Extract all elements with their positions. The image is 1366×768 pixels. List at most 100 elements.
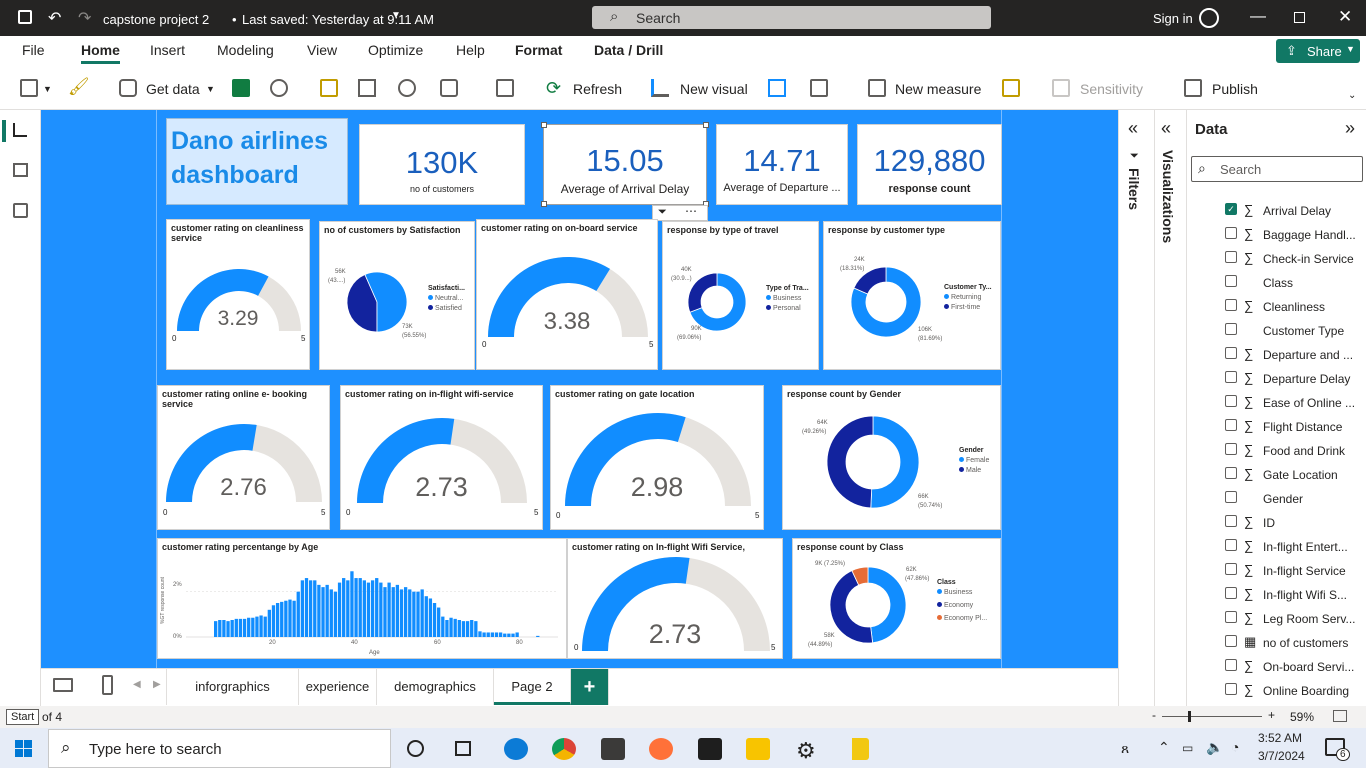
save-icon[interactable] — [18, 10, 32, 24]
edge-icon[interactable] — [504, 738, 528, 760]
field-row[interactable]: ∑ Cleanliness — [1187, 296, 1366, 318]
new-visual-icon[interactable] — [651, 79, 669, 97]
field-checkbox[interactable] — [1225, 323, 1237, 335]
field-row[interactable]: ✓ ∑ Arrival Delay — [1187, 200, 1366, 222]
tab-page-2[interactable]: Page 2 — [494, 669, 571, 705]
format-painter-icon[interactable]: 🖌 — [68, 77, 90, 96]
taskbar-search[interactable]: ⌕ Type here to search — [48, 729, 391, 768]
data-search-box[interactable]: ⌕ Search — [1191, 156, 1363, 182]
field-row[interactable]: ∑ Baggage Handl... — [1187, 224, 1366, 246]
add-page-button[interactable]: + — [571, 669, 609, 705]
legend-item[interactable]: First-time — [944, 304, 980, 311]
field-row[interactable]: Customer Type — [1187, 320, 1366, 342]
publish-button[interactable]: Publish — [1212, 81, 1258, 97]
menu-modeling[interactable]: Modeling — [217, 42, 274, 58]
gauge-card-wifi-service[interactable]: customer rating on In-flight Wifi Servic… — [567, 538, 783, 659]
tab-inforgraphics[interactable]: inforgraphics — [166, 669, 299, 705]
filter-icon[interactable]: ⏷ — [658, 206, 667, 218]
kpi-card-customers[interactable]: 130K no of customers — [359, 124, 525, 205]
field-checkbox[interactable] — [1225, 515, 1237, 527]
calculator-icon[interactable] — [868, 79, 886, 97]
onelake-icon[interactable] — [270, 79, 288, 97]
chevron-down-icon[interactable]: ▼ — [206, 84, 215, 94]
settings-gear-icon[interactable]: ⚙ — [796, 738, 816, 763]
database-icon[interactable] — [119, 79, 137, 97]
clock-date[interactable]: 3/7/2024 — [1258, 749, 1305, 763]
zoom-slider[interactable] — [1162, 716, 1262, 717]
gauge-card-cleanliness[interactable]: customer rating on cleanliness service 3… — [166, 219, 310, 370]
tray-chevron-icon[interactable]: ⌃ — [1158, 739, 1170, 755]
transform-icon[interactable] — [496, 79, 514, 97]
field-row[interactable]: ∑ Online Boarding — [1187, 680, 1366, 702]
field-row[interactable]: Gender — [1187, 488, 1366, 510]
field-row[interactable]: ∑ Flight Distance — [1187, 416, 1366, 438]
file-explorer-icon[interactable] — [746, 738, 770, 760]
close-icon[interactable]: ✕ — [1338, 7, 1353, 26]
field-checkbox[interactable] — [1225, 563, 1237, 575]
filters-pane[interactable]: « ⏷ Filters — [1118, 110, 1154, 710]
field-checkbox[interactable] — [1225, 587, 1237, 599]
donut-card-travel[interactable]: response by type of travel 40K (30.9...)… — [662, 221, 819, 370]
table-icon[interactable] — [358, 79, 376, 97]
field-checkbox[interactable] — [1225, 659, 1237, 671]
chevron-down-icon[interactable]: ▼ — [391, 10, 401, 21]
field-checkbox[interactable] — [1225, 611, 1237, 623]
gauge-card-wifi[interactable]: customer rating on in-flight wifi-servic… — [340, 385, 543, 530]
people-icon[interactable]: ጸ — [1121, 740, 1130, 756]
field-row[interactable]: ∑ Ease of Online ... — [1187, 392, 1366, 414]
field-checkbox[interactable] — [1225, 299, 1237, 311]
clock-time[interactable]: 3:52 AM — [1258, 731, 1303, 745]
field-checkbox[interactable] — [1225, 227, 1237, 239]
field-checkbox[interactable] — [1225, 419, 1237, 431]
zoom-slider-thumb[interactable] — [1188, 711, 1191, 722]
filters-label[interactable]: Filters — [1126, 168, 1142, 211]
gauge-card-gate-location[interactable]: customer rating on gate location 2.98 0 … — [550, 385, 764, 530]
visualizations-pane[interactable]: « Visualizations — [1154, 110, 1186, 710]
resize-handle[interactable] — [541, 122, 547, 128]
gauge-card-online-booking[interactable]: customer rating online e- booking servic… — [157, 385, 330, 530]
bar-card-age[interactable]: customer rating percentange by Age %GT r… — [157, 538, 567, 659]
field-checkbox[interactable] — [1225, 275, 1237, 287]
menu-format[interactable]: Format — [515, 42, 563, 58]
legend-item[interactable]: Returning — [944, 294, 981, 301]
menu-optimize[interactable]: Optimize — [368, 42, 424, 58]
menu-insert[interactable]: Insert — [150, 42, 186, 58]
text-box-icon[interactable] — [768, 79, 786, 97]
resize-handle[interactable] — [541, 201, 547, 207]
field-checkbox[interactable] — [1225, 371, 1237, 383]
redo-icon[interactable]: ↷ — [78, 10, 92, 27]
publish-icon[interactable] — [1184, 79, 1202, 97]
new-visual-button[interactable]: New visual — [680, 81, 748, 97]
legend-item[interactable]: Satisfied — [428, 305, 462, 312]
menu-file[interactable]: File — [22, 42, 45, 58]
maximize-icon[interactable] — [1294, 12, 1305, 23]
field-row[interactable]: Class — [1187, 272, 1366, 294]
kpi-card-response-count[interactable]: 129,880 response count — [857, 124, 1002, 205]
paste-icon[interactable] — [20, 79, 38, 97]
legend-item[interactable]: Economy — [937, 602, 973, 609]
quick-measure-icon[interactable] — [1002, 79, 1020, 97]
pie-card-satisfaction[interactable]: no of customers by Satisfaction 56K (43.… — [319, 221, 475, 370]
field-checkbox[interactable] — [1225, 683, 1237, 695]
field-checkbox[interactable]: ✓ — [1225, 203, 1237, 215]
field-checkbox[interactable] — [1225, 395, 1237, 407]
task-view-icon[interactable] — [455, 741, 471, 756]
legend-item[interactable]: Business — [937, 589, 972, 596]
saved-status[interactable]: Last saved: Yesterday at 9:11 AM — [242, 12, 434, 27]
refresh-button[interactable]: Refresh — [573, 81, 623, 97]
refresh-icon[interactable]: ⟳ — [546, 78, 562, 98]
field-row[interactable]: ∑ Check-in Service — [1187, 248, 1366, 270]
fit-to-page-icon[interactable] — [1333, 710, 1347, 722]
transform-data-icon[interactable] — [440, 79, 458, 97]
tab-demographics[interactable]: demographics — [377, 669, 494, 705]
firefox-icon[interactable] — [649, 738, 673, 760]
field-row[interactable]: ∑ Departure Delay — [1187, 368, 1366, 390]
recent-sources-icon[interactable] — [398, 79, 416, 97]
field-row[interactable]: ∑ Leg Room Serv... — [1187, 608, 1366, 630]
donut-card-customer-type[interactable]: response by customer type 24K (18.31%) 1… — [823, 221, 1001, 370]
field-checkbox[interactable] — [1225, 467, 1237, 479]
mail-icon[interactable] — [601, 738, 625, 760]
table-view-icon[interactable] — [13, 163, 28, 177]
field-checkbox[interactable] — [1225, 491, 1237, 503]
donut-card-class[interactable]: response count by Class 9K (7.25%) 62K (… — [792, 538, 1001, 659]
